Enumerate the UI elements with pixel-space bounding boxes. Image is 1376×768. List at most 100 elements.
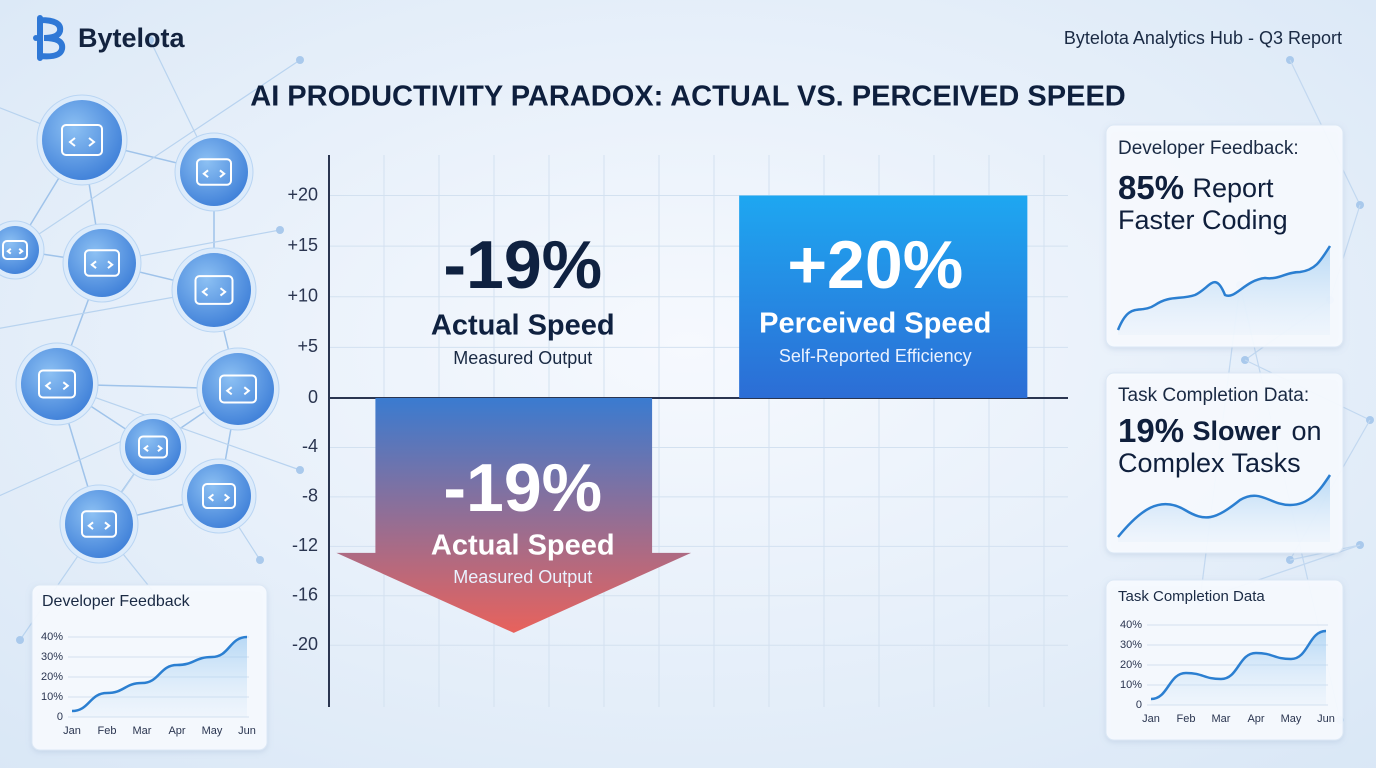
x-tick-label: Apr [168,725,185,737]
node-icon [44,381,70,391]
network-link [14,59,301,251]
network-dot [276,226,284,234]
x-tick-label: Jan [63,725,81,737]
y-tick-label: 10% [1120,679,1142,691]
chart-title: AI PRODUCTIVITY PARADOX: ACTUAL VS. PERC… [250,81,1126,113]
network-dot [296,466,304,474]
y-tick-label: -4 [302,436,318,456]
card-heading: Task Completion Data: [1118,385,1309,406]
x-tick-label: Jun [1317,713,1335,725]
card-highlight: 85% [1118,169,1184,206]
value-label: +20% [787,227,963,303]
bar [739,195,1028,398]
category-label: Actual Speed [431,530,615,562]
y-tick-label: 0 [308,387,318,407]
chart-title: Task Completion Data [1118,588,1265,605]
card-text: Report [1193,173,1275,203]
x-tick-label: Jun [238,725,256,737]
node-icon [207,493,231,502]
x-tick-label: Feb [98,725,117,737]
logo-dot [33,35,39,41]
y-tick-label: +15 [287,235,318,255]
node-icon [194,275,234,305]
y-tick-label: -16 [292,585,318,605]
y-tick-label: 0 [57,711,63,723]
report-label: Bytelota Analytics Hub - Q3 Report [1064,28,1342,48]
node [187,464,251,528]
node-icon [68,137,96,147]
value-label: -19% [443,227,602,303]
category-note: Self-Reported Efficiency [779,346,972,366]
card-highlight: 19% [1118,412,1184,449]
x-tick-label: Mar [133,725,152,737]
node-icon [87,521,111,530]
y-tick-label: 40% [1120,619,1142,631]
line [71,635,248,713]
plot: +20 +15 +10 +5 0 -4 -8 -12 -16 -20 -19% Actual Spee… [41,155,1335,737]
sparkline-area [1118,246,1330,335]
node [42,100,122,180]
network-link [0,388,239,497]
node [65,490,133,558]
category-note: Measured Output [453,348,592,368]
category-label: Perceived Speed [759,308,991,340]
sparkline [1117,474,1332,538]
y-tick-label: -12 [292,535,318,555]
y-tick-label: 20% [41,671,63,683]
node [202,353,274,425]
node-icon [2,240,28,260]
node-icon [90,260,114,269]
card-text: Faster Coding [1118,205,1288,235]
node-icon [84,249,120,277]
card-heading: Developer Feedback: [1118,138,1299,159]
x-tick-label: Jan [1142,713,1160,725]
node-icon [138,435,168,459]
network-decoration [0,36,1374,724]
node-icon [202,483,236,509]
logo [33,15,66,61]
node-icon [38,369,76,399]
y-tick-label: 0 [1136,699,1142,711]
line-area [72,637,247,717]
node-icon [81,510,117,538]
logo-mark [37,15,66,61]
y-tick-label: +10 [287,286,318,306]
category-note: Measured Output [453,567,592,587]
network-dot [16,636,24,644]
card-text: Complex Tasks [1118,448,1301,478]
y-tick-label: +5 [297,336,318,356]
node [177,253,251,327]
node-icon [61,124,103,156]
node-icon [202,169,226,178]
node [21,348,93,420]
card-statement: 19% Slower on [1118,412,1322,449]
value-label: -19% [443,450,602,526]
card-text: on [1292,416,1322,446]
y-tick-label: -20 [292,634,318,654]
node-icon [142,444,164,452]
y-tick-label: 30% [41,651,63,663]
network-dot [296,56,304,64]
sparkline-area [1118,475,1330,542]
x-tick-label: May [202,725,223,737]
node [125,419,181,475]
x-tick-label: May [1281,713,1302,725]
line [1150,629,1327,701]
node-icon [219,374,257,404]
brand: Bytelota [78,23,186,53]
node-icon [6,248,24,255]
y-tick-label: -8 [302,486,318,506]
y-tick-label: 10% [41,691,63,703]
y-tick-label: 40% [41,631,63,643]
y-tick-label: 20% [1120,659,1142,671]
node-icon [201,287,227,297]
x-tick-label: Feb [1177,713,1196,725]
card-emphasis: Slower [1193,416,1282,446]
y-tick-label: +20 [287,184,318,204]
node [180,138,248,206]
y-tick-label: 30% [1120,639,1142,651]
node-icon [196,158,232,186]
sparkline [1116,245,1332,331]
